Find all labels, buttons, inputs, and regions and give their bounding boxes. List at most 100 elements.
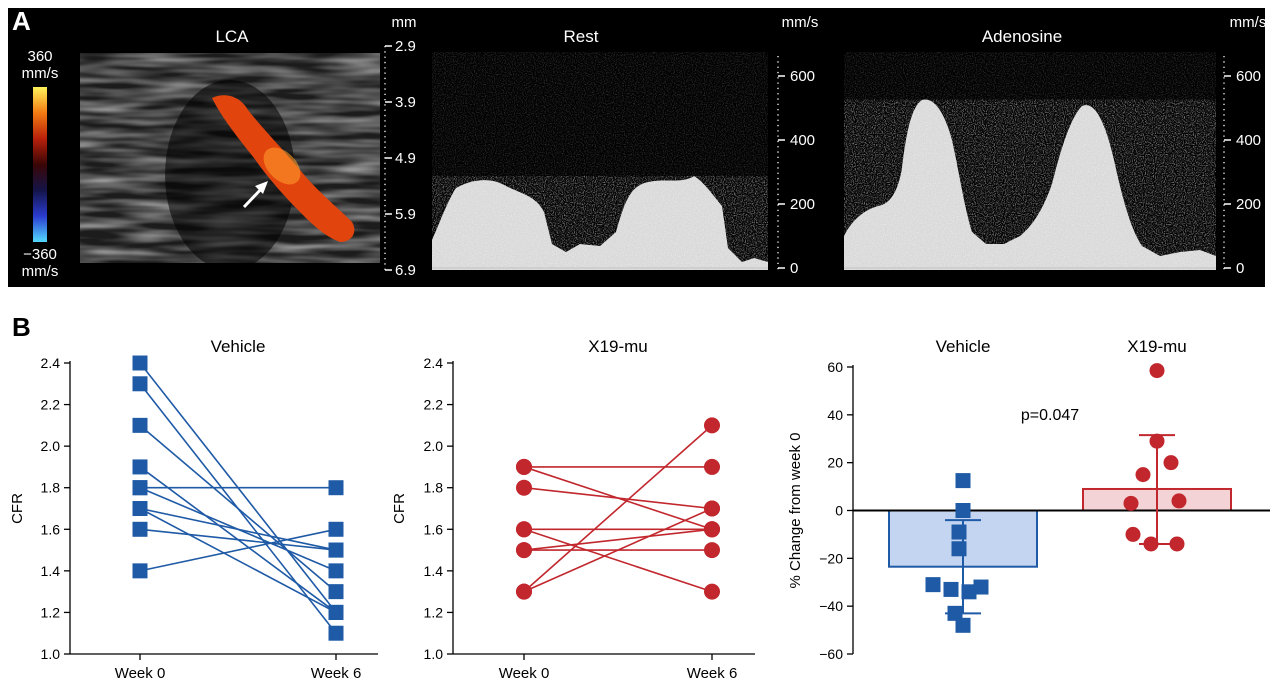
y-tick-label: 1.2 [41,604,61,620]
y-tick-label: 1.8 [424,480,444,496]
velocity-tick-label: 400 [1236,132,1261,149]
colorbar-max-label: 360 [27,48,52,65]
velocity-colorbar: 360 mm/s −360 mm/s [22,48,59,280]
depth-tick-label: 2.9 [395,38,416,55]
subject-line [139,424,337,593]
colorbar-gradient [33,87,47,242]
chart-percent-change: % Change from week 0 Vehicle X19-mu 60 40 20 0… [787,337,1270,662]
adenosine-unit: mm/s [1230,14,1267,31]
data-point [132,459,148,475]
y-axis-label: CFR [9,493,26,524]
rest-title: Rest [564,27,599,46]
data-point [704,458,720,475]
lca-title: LCA [215,27,249,46]
y-tick-label: 2.0 [424,438,444,454]
panel-b-label: B [12,312,31,342]
data-point [132,417,148,433]
y-tick-label: 0 [835,503,843,519]
group-title: Vehicle [936,337,991,356]
y-tick-label: 2.2 [41,397,61,413]
data-point [1163,455,1179,471]
rest-envelope-speckle [432,176,768,270]
y-tick-label: 40 [827,407,843,423]
y-tick-label: 1.4 [41,563,61,579]
colorbar-max-unit: mm/s [22,65,59,82]
data-point [943,581,959,597]
data-point [704,521,720,538]
velocity-tick-label: 0 [790,260,798,277]
data-point [328,563,344,579]
depth-ticks: 2.9 3.9 4.9 5.9 6.9 [384,38,416,279]
data-point [704,417,720,434]
adenosine-title: Adenosine [982,27,1062,46]
data-point [1169,536,1185,552]
data-point [1171,493,1187,509]
data-point [951,541,967,557]
y-tick-label: 1.0 [424,646,444,662]
subject-line [139,507,337,551]
data-point [1123,495,1139,511]
y-tick-label: 1.2 [424,604,444,620]
data-point [328,521,344,537]
adenosine-doppler-spectrum: Adenosine mm/s 600 400 200 0 [844,14,1266,277]
y-tick-label: 2.0 [41,438,61,454]
velocity-tick-label: 600 [1236,68,1261,85]
data-point [1125,526,1141,542]
data-point [132,355,148,371]
data-point [951,524,967,540]
data-point [132,501,148,516]
adenosine-envelope-speckle [844,99,1216,270]
subject-line [523,528,713,551]
data-point [328,604,344,620]
depth-scale: mm 2.9 3.9 4.9 5.9 6.9 [384,14,417,279]
velocity-tick-label: 400 [790,132,815,149]
chart-vehicle-cfr: Vehicle CFR 1.0 1.2 1.4 1.6 1.8 2.0 2.2 2.4 Week 0… [9,337,378,682]
arrow-icon [242,181,268,209]
data-point [1135,467,1151,483]
data-point [516,479,532,496]
depth-unit: mm [392,14,417,31]
subject-line [139,528,337,551]
data-point [516,542,532,559]
data-point [955,473,971,489]
data-point [704,542,720,559]
data-point [132,563,148,579]
velocity-tick-label: 600 [790,68,815,85]
y-axis-label: % Change from week 0 [787,433,804,589]
data-point [132,480,148,496]
rest-unit: mm/s [782,14,819,31]
x-tick-label: Week 0 [115,665,166,682]
y-tick-label: 60 [827,359,843,375]
subject-line [139,507,337,614]
rest-velocity-ticks: 600 400 200 0 [777,56,815,277]
y-tick-label: 2.4 [424,355,444,371]
data-point [961,584,977,600]
rest-doppler-spectrum: Rest mm/s 600 400 200 0 [432,14,818,277]
data-point [925,577,941,593]
chart-title: X19-mu [588,337,648,356]
data-point [973,579,989,595]
velocity-tick-label: 200 [790,196,815,213]
y-tick-label: −20 [819,550,843,566]
adenosine-velocity-ticks: 600 400 200 0 [1223,56,1261,277]
panel-a-label: A [12,6,31,36]
chart-x19-cfr: X19-mu CFR 1.0 1.2 1.4 1.6 1.8 2.0 2.2 2.4 Week 0 W… [391,337,755,682]
y-axis-label: CFR [391,493,408,524]
data-point [1149,363,1165,379]
subject-line [523,507,713,593]
depth-tick-label: 6.9 [395,262,416,279]
velocity-tick-label: 0 [1236,260,1244,277]
data-point [516,583,532,600]
chart-title: Vehicle [211,337,266,356]
data-point [132,376,148,392]
y-tick-label: 20 [827,455,843,471]
subject-line [523,528,713,593]
lca-ultrasound-image: LCA [80,27,380,270]
data-point [516,458,532,475]
colorbar-min-label: −360 [23,246,57,263]
subject-line [523,424,713,593]
velocity-tick-label: 200 [1236,196,1261,213]
subject-line [139,528,337,572]
y-tick-label: 1.4 [424,563,444,579]
